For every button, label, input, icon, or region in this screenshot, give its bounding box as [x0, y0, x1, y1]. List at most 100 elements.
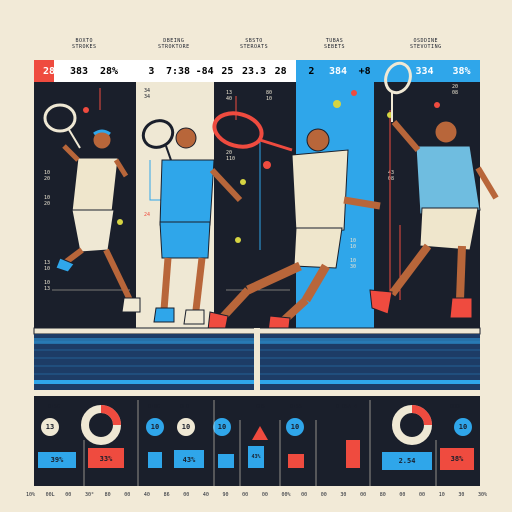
panel-tick: 34 34 — [144, 88, 151, 100]
tennis-ball — [83, 107, 89, 113]
score-value: -84 — [195, 65, 214, 77]
axis-tick-label: 40 — [143, 492, 150, 498]
panel-tick: 10 10 — [350, 238, 357, 250]
axis-tick-label: 00 — [65, 492, 72, 498]
player-3 — [207, 111, 381, 337]
header-label-4: TUBAS SEBETS — [324, 38, 346, 50]
stat-bars — [38, 440, 474, 470]
stat-label: BING — [148, 404, 161, 410]
score-group-4: 2 384 +8 — [298, 60, 378, 82]
axis-tick-label: 00 — [301, 492, 308, 498]
axis-tick-label: 30 — [340, 492, 347, 498]
panel-tick: 20 110 — [226, 150, 236, 162]
circle-value: 10 — [458, 423, 468, 431]
score-value: 23.3 — [241, 65, 267, 77]
bar-value: 39% — [50, 456, 64, 464]
player-2 — [141, 119, 243, 325]
header-label-3: SBSTO STEROATS — [240, 38, 269, 50]
tennis-ball — [263, 161, 271, 169]
axis-tick-label: 30 — [458, 492, 465, 498]
tennis-ball — [434, 102, 440, 108]
axis-tick-label: 00 — [399, 492, 406, 498]
axis-tick-label: 86 — [163, 492, 170, 498]
axis-tick-label: 80 — [104, 492, 111, 498]
score-group-3: 25 23.3 28 — [214, 60, 294, 82]
bar-value: 43% — [182, 456, 196, 464]
axis-tick-label: 30% — [478, 492, 488, 498]
axis-tick-label: 00% — [281, 492, 291, 498]
score-value: 384 — [328, 65, 348, 77]
header-label-1: BOXTO STROKES — [72, 38, 97, 50]
stat-label: DEO — [180, 404, 190, 410]
score-value: 2 — [308, 65, 315, 77]
tennis-ball — [235, 237, 241, 243]
scoreboard-red-cell — [34, 60, 54, 82]
score-value: 25 — [221, 65, 234, 77]
stat-label: DISG — [48, 404, 61, 410]
tennis-ball — [351, 90, 357, 96]
donut-chart — [81, 405, 121, 445]
flag-icon — [252, 426, 268, 440]
donut-chart — [392, 405, 432, 445]
panel-tick: 10 20 — [44, 170, 51, 182]
panel-tick: 20 08 — [452, 84, 459, 96]
tennis-ball — [240, 179, 246, 185]
panel-tick: 10 30 — [350, 258, 357, 270]
header-label-2: DBEING STROKTORE — [158, 38, 190, 50]
score-group-1: 28 383 28% — [34, 60, 124, 82]
score-group-2: 3 7:38 -84 — [138, 60, 218, 82]
player-4 — [369, 61, 499, 319]
axis-tick-label: 00 — [124, 492, 131, 498]
axis-tick-label: 00 — [242, 492, 249, 498]
stat-circles — [41, 418, 472, 436]
panel-tick: 80 10 — [266, 90, 273, 102]
axis-tick-label: 00 — [360, 492, 367, 498]
score-value: +8 — [358, 65, 371, 77]
score-value: 28% — [99, 65, 119, 77]
axis-tick-label: 10% — [26, 492, 36, 498]
score-value: 383 — [69, 65, 89, 77]
score-value: 7:38 — [165, 65, 191, 77]
panel-tick: 10 20 — [44, 195, 51, 207]
score-value: 28 — [274, 65, 287, 77]
score-value: 334 — [415, 65, 434, 77]
score-value: 28 — [42, 65, 56, 77]
circle-value: 10 — [217, 423, 227, 431]
stat-label: D BSA 4 — [336, 404, 358, 410]
tennis-ball — [333, 100, 341, 108]
panel-tick: 13 10 — [44, 260, 51, 272]
stat-label: GHS — [256, 404, 266, 410]
panel-tick: 24 — [144, 212, 151, 218]
bar-value: 33% — [99, 455, 113, 463]
panel-tick: 13 40 — [226, 90, 233, 102]
circle-value: 13 — [45, 423, 55, 431]
score-value: 38% — [452, 65, 471, 77]
tennis-net — [33, 327, 481, 390]
axis-tick-label: 00 — [419, 492, 426, 498]
axis-tick-label: 90 — [222, 492, 229, 498]
score-group-5: 334 38% — [406, 60, 480, 82]
axis-tick-label: 00 — [183, 492, 190, 498]
tennis-ball — [117, 219, 123, 225]
axis-tick-label: 10 — [438, 492, 445, 498]
score-value: 3 — [148, 65, 155, 77]
stat-label: DISS — [290, 404, 303, 410]
panel-tick: 10 13 — [44, 280, 51, 292]
stat-label: DBDE — [450, 404, 463, 410]
bar-value: 2.54 — [398, 457, 416, 465]
panel-tick: 43 08 — [388, 170, 395, 182]
header-label-5: OSDDINE STEVOTING — [410, 38, 442, 50]
bar-value: 43% — [251, 454, 261, 460]
player-1 — [43, 103, 141, 313]
circle-value: 10 — [290, 423, 300, 431]
axis-tick-label: 00 — [261, 492, 268, 498]
circle-value: 10 — [181, 423, 191, 431]
axis-tick-label: 40 — [202, 492, 209, 498]
axis-tick-label: 80 — [379, 492, 386, 498]
bar-value: 38% — [450, 455, 464, 463]
circle-value: 10 — [150, 423, 160, 431]
axis-tick-label: 00L — [45, 492, 55, 498]
axis-tick-label: 00 — [320, 492, 327, 498]
axis-tick-label: 30° — [84, 492, 94, 498]
